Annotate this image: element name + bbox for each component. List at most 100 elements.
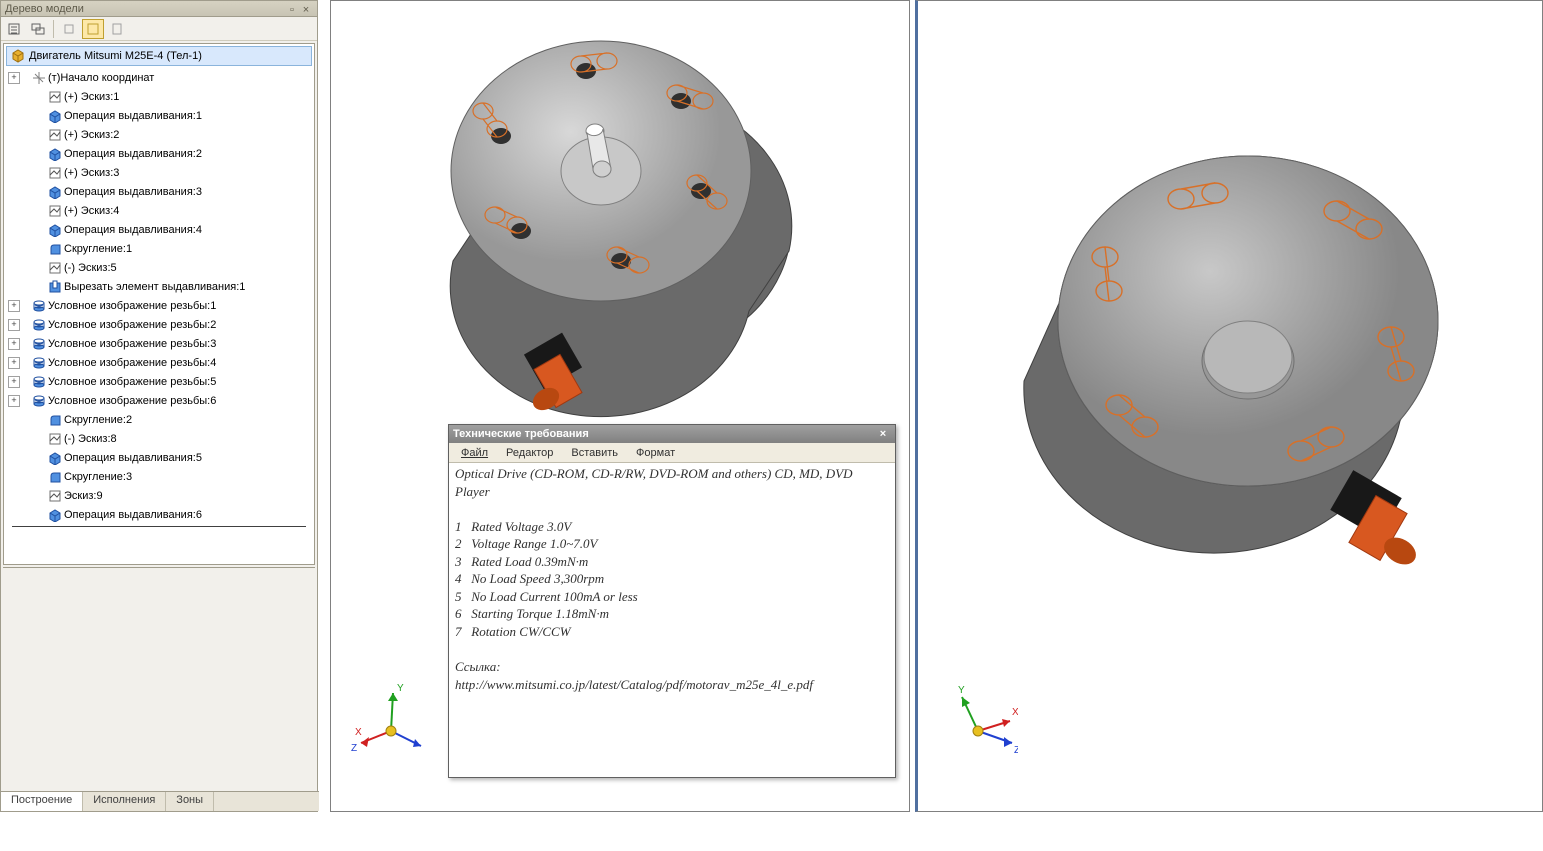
fillet-icon [48, 242, 62, 256]
tree-root-item[interactable]: Двигатель Mitsumi M25E-4 (Тел-1) [6, 46, 312, 66]
tree-item[interactable]: Операция выдавливания:4 [4, 220, 314, 239]
tree-item[interactable]: Вырезать элемент выдавливания:1 [4, 277, 314, 296]
tree-lower-pane [3, 567, 315, 785]
panel-title: Дерево модели [5, 1, 285, 17]
toolbar-btn-5[interactable] [106, 19, 128, 39]
close-icon[interactable]: × [875, 425, 891, 443]
tree-item-label: Операция выдавливания:6 [64, 509, 202, 521]
tree-item[interactable]: +Условное изображение резьбы:4 [4, 353, 314, 372]
tab-zones[interactable]: Зоны [166, 792, 214, 811]
tab-exec[interactable]: Исполнения [83, 792, 166, 811]
tech-menubar: Файл Редактор Вставить Формат [449, 443, 895, 463]
tree-item-label: (-) Эскиз:8 [64, 433, 117, 445]
sketch-icon [48, 90, 62, 104]
menu-file[interactable]: Файл [453, 445, 496, 461]
fillet-icon [48, 413, 62, 427]
tree-item[interactable]: + Условное изображение резьбы:3 [4, 334, 314, 353]
menu-editor[interactable]: Редактор [498, 445, 561, 461]
tree-item[interactable]: (+) Эскиз:1 [4, 87, 314, 106]
menu-insert[interactable]: Вставить [563, 445, 626, 461]
toolbar-btn-2[interactable] [27, 19, 49, 39]
tree-item[interactable]: +(т)Начало координат [4, 68, 314, 87]
thread-icon [32, 394, 46, 408]
expander-icon[interactable]: + [8, 395, 20, 407]
panel-titlebar: Дерево модели ▫ × [1, 1, 317, 17]
expander-icon[interactable]: + [8, 376, 20, 388]
tree-item[interactable]: (+) Эскиз:2 [4, 125, 314, 144]
tree-item[interactable]: + Условное изображение резьбы:2 [4, 315, 314, 334]
sketch-icon [48, 432, 62, 446]
tree-item[interactable]: Скругление:3 [4, 467, 314, 486]
tree-item-label: Условное изображение резьбы:6 [48, 395, 216, 407]
tree-item[interactable]: (+) Эскиз:4 [4, 201, 314, 220]
tree-item-label: (+) Эскиз:1 [64, 91, 119, 103]
extrude-icon [48, 451, 62, 465]
tree-item-label: Операция выдавливания:1 [64, 110, 202, 122]
tree-item[interactable]: Скругление:2 [4, 410, 314, 429]
toolbar-btn-3[interactable] [58, 19, 80, 39]
tree-item[interactable]: + Условное изображение резьбы:1 [4, 296, 314, 315]
tree-item-label: (-) Эскиз:5 [64, 262, 117, 274]
tree-item[interactable]: Операция выдавливания:5 [4, 448, 314, 467]
tree-item-label: Операция выдавливания:3 [64, 186, 202, 198]
tree-item-label: Операция выдавливания:5 [64, 452, 202, 464]
tech-requirements-window[interactable]: Технические требования × Файл Редактор В… [448, 424, 896, 778]
tree-item-label: Условное изображение резьбы:5 [48, 376, 216, 388]
tech-body-text[interactable]: Optical Drive (CD-ROM, CD-R/RW, DVD-ROM … [449, 463, 895, 695]
expander-icon[interactable]: + [8, 338, 20, 350]
tree-item[interactable]: Операция выдавливания:3 [4, 182, 314, 201]
svg-text:X: X [1012, 707, 1018, 718]
expander-icon[interactable]: + [8, 72, 20, 84]
tech-titlebar[interactable]: Технические требования × [449, 425, 895, 443]
tree-item-label: Условное изображение резьбы:1 [48, 300, 216, 312]
motor-3d-back [968, 81, 1508, 641]
tree-item-label: Операция выдавливания:4 [64, 224, 202, 236]
thread-icon [32, 299, 46, 313]
tree-end-divider [12, 526, 306, 527]
fillet-icon [48, 470, 62, 484]
model-tree-panel: Дерево модели ▫ × Двигатель Mitsumi M25E… [0, 0, 318, 812]
extrude-icon [48, 185, 62, 199]
part-icon [11, 49, 25, 63]
close-icon[interactable]: × [299, 2, 313, 16]
expander-icon[interactable]: + [8, 300, 20, 312]
svg-text:Y: Y [958, 685, 965, 696]
tree-item[interactable]: (-) Эскиз:5 [4, 258, 314, 277]
tree-item[interactable]: Операция выдавливания:2 [4, 144, 314, 163]
tree-tabs: Построение Исполнения Зоны [1, 791, 319, 811]
toolbar-btn-1[interactable] [3, 19, 25, 39]
tree-item-label: Эскиз:9 [64, 490, 103, 502]
tree-item[interactable]: Операция выдавливания:1 [4, 106, 314, 125]
tree-item-label: Операция выдавливания:2 [64, 148, 202, 160]
tree-item[interactable]: Эскиз:9 [4, 486, 314, 505]
separator [53, 20, 54, 38]
tab-build[interactable]: Построение [1, 792, 83, 811]
tree-item-label: (+) Эскиз:4 [64, 205, 119, 217]
svg-text:Y: Y [397, 683, 404, 694]
tree-item-label: (+) Эскиз:3 [64, 167, 119, 179]
expander-icon[interactable]: + [8, 357, 20, 369]
extrude-icon [48, 147, 62, 161]
expander-icon[interactable]: + [8, 319, 20, 331]
tree-view[interactable]: Двигатель Mitsumi M25E-4 (Тел-1) +(т)Нач… [3, 43, 315, 565]
menu-format[interactable]: Формат [628, 445, 683, 461]
thread-icon [32, 356, 46, 370]
svg-text:Z: Z [1014, 745, 1018, 756]
extrude-icon [48, 109, 62, 123]
tree-item[interactable]: Операция выдавливания:6 [4, 505, 314, 524]
pin-icon[interactable]: ▫ [285, 2, 299, 16]
tree-item[interactable]: Скругление:1 [4, 239, 314, 258]
sketch-icon [48, 128, 62, 142]
toolbar-btn-4[interactable] [82, 19, 104, 39]
tree-item[interactable]: + Условное изображение резьбы:5 [4, 372, 314, 391]
tree-item-label: (+) Эскиз:2 [64, 129, 119, 141]
tree-item-label: Условное изображение резьбы:3 [48, 338, 216, 350]
sketch-icon [48, 489, 62, 503]
tree-item[interactable]: (-) Эскиз:8 [4, 429, 314, 448]
tree-item[interactable]: (+) Эскиз:3 [4, 163, 314, 182]
origin-icon [32, 71, 46, 85]
tree-item[interactable]: + Условное изображение резьбы:6 [4, 391, 314, 410]
axis-widget-2: Y X Z [938, 681, 1018, 761]
tree-item-label: Условное изображение резьбы:2 [48, 319, 216, 331]
viewport-2[interactable]: Y X Z [915, 0, 1543, 812]
